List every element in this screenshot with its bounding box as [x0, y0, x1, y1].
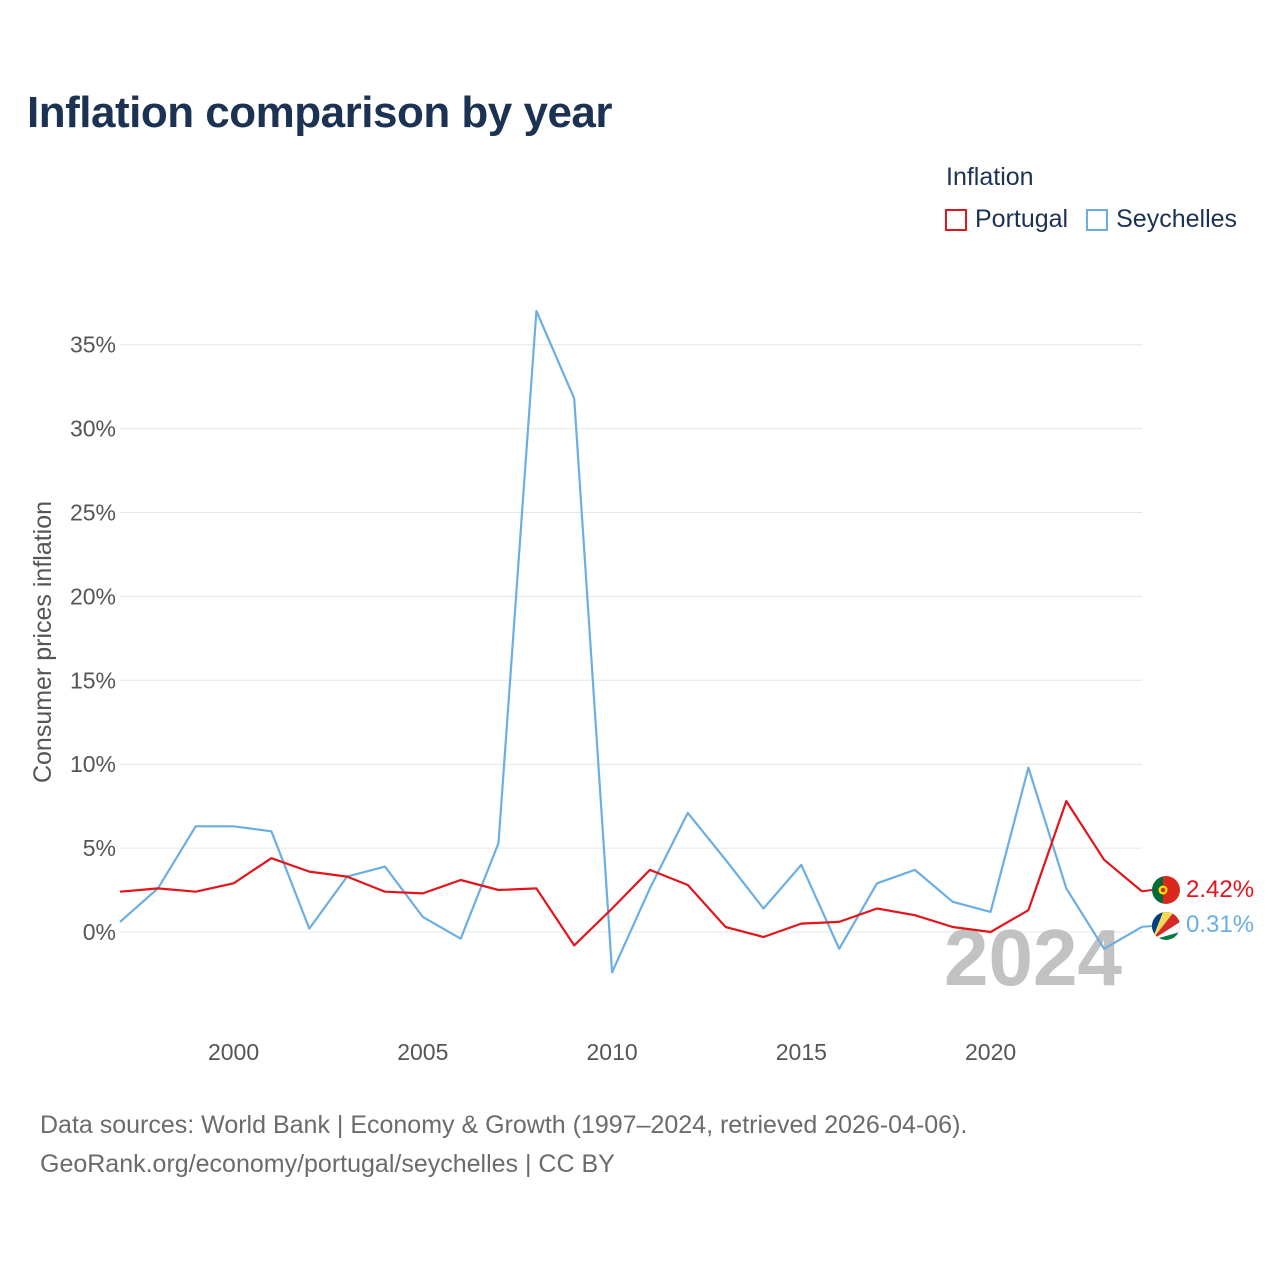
legend-label-seychelles: Seychelles — [1116, 205, 1238, 233]
legend-swatch-portugal — [945, 208, 967, 231]
legend-swatch-seychelles — [1086, 208, 1109, 231]
legend-title: Inflation — [946, 163, 1034, 191]
series-line-portugal[interactable] — [119, 799, 1143, 947]
end-connector-portugal — [1141, 889, 1153, 893]
y-axis-title: Consumer prices inflation — [29, 501, 57, 783]
legend-item-seychelles[interactable]: Seychelles — [1086, 205, 1237, 234]
end-connector-seychelles — [1141, 925, 1153, 928]
y-tick-label: 5% — [83, 835, 116, 861]
footer: Data sources: World Bank | Economy & Gro… — [40, 1106, 967, 1184]
y-tick-label: 0% — [83, 919, 116, 945]
legend-item-portugal[interactable]: Portugal — [945, 205, 1068, 234]
footer-sources: Data sources: World Bank | Economy & Gro… — [40, 1111, 968, 1139]
grid-lines — [120, 344, 1142, 933]
legend-label-portugal: Portugal — [975, 205, 1069, 233]
x-tick-label: 2005 — [397, 1039, 448, 1065]
x-tick-label: 2000 — [208, 1039, 259, 1065]
portugal-flag-icon — [1152, 876, 1180, 904]
y-tick-label: 25% — [70, 500, 116, 526]
legend: Portugal Seychelles — [945, 205, 1255, 234]
current-year-watermark: 2024 — [944, 913, 1122, 1002]
footer-link[interactable]: GeoRank.org/economy/portugal/seychelles … — [40, 1150, 615, 1178]
y-tick-label: 10% — [70, 751, 116, 777]
x-axis: 2000 2005 2010 2015 2020 — [208, 1039, 1016, 1065]
seychelles-flag-icon — [1152, 912, 1180, 940]
x-tick-label: 2010 — [586, 1039, 637, 1065]
end-label-seychelles: 0.31% — [1186, 911, 1254, 938]
series-lines — [119, 310, 1153, 974]
x-tick-label: 2020 — [965, 1039, 1016, 1065]
y-tick-label: 20% — [70, 583, 116, 609]
y-tick-label: 35% — [70, 332, 116, 358]
chart-title: Inflation comparison by year — [27, 88, 613, 137]
y-tick-label: 30% — [70, 416, 116, 442]
y-tick-label: 15% — [70, 667, 116, 693]
series-line-seychelles[interactable] — [119, 310, 1143, 974]
x-tick-label: 2015 — [776, 1039, 827, 1065]
end-label-portugal: 2.42% — [1186, 876, 1254, 903]
y-axis: 0% 5% 10% 15% 20% 25% 30% 35% — [70, 332, 116, 945]
